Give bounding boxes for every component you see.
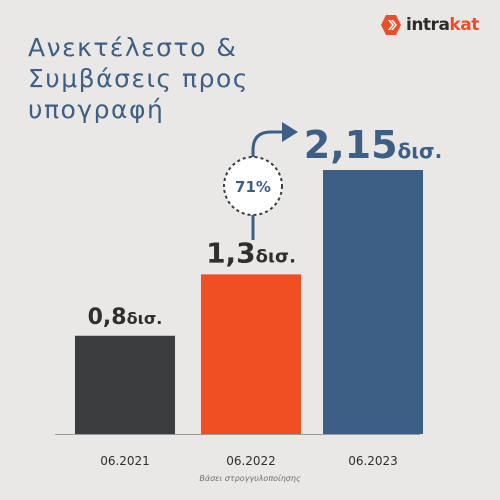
value-label-number: 2,15 (304, 123, 398, 167)
bar-06.2021 (75, 335, 175, 434)
bar-06.2022 (201, 274, 301, 434)
logo-mark-icon (381, 15, 401, 35)
x-tick-label: 06.2023 (348, 454, 398, 468)
logo-text-intra: intra (406, 15, 450, 35)
value-label-unit: δισ. (256, 246, 296, 267)
bar-06.2023 (323, 170, 423, 434)
title-line-1: Ανεκτέλεστο & (28, 33, 238, 62)
x-tick-label: 06.2021 (100, 454, 150, 468)
value-label-unit: δισ. (398, 139, 443, 163)
x-tick-label: 06.2022 (226, 454, 276, 468)
growth-badge-circle (223, 156, 283, 216)
value-label: 2,15δισ. (304, 123, 442, 167)
logo-text-kat: kat (449, 15, 479, 35)
x-axis-baseline (55, 434, 420, 435)
value-label-number: 1,3 (206, 236, 256, 269)
growth-badge-label: 71% (235, 178, 271, 196)
value-label: 0,8δισ. (88, 305, 163, 330)
title-line-2: Συμβάσεις προς (28, 64, 249, 93)
value-label-unit: δισ. (127, 309, 163, 328)
title-line-3: υπογραφή (28, 95, 165, 124)
chart-title: Ανεκτέλεστο & Συμβάσεις προς υπογραφή (28, 32, 278, 125)
value-label-number: 0,8 (88, 305, 127, 330)
rounding-footnote: Βάσει στρογγυλοποίησης (199, 474, 301, 483)
growth-arrow (251, 130, 284, 157)
logo-wordmark: intrakat (406, 15, 479, 35)
intrakat-logo: intrakat (380, 12, 479, 38)
growth-arrowhead-icon (282, 122, 298, 142)
value-label: 1,3δισ. (206, 236, 296, 269)
